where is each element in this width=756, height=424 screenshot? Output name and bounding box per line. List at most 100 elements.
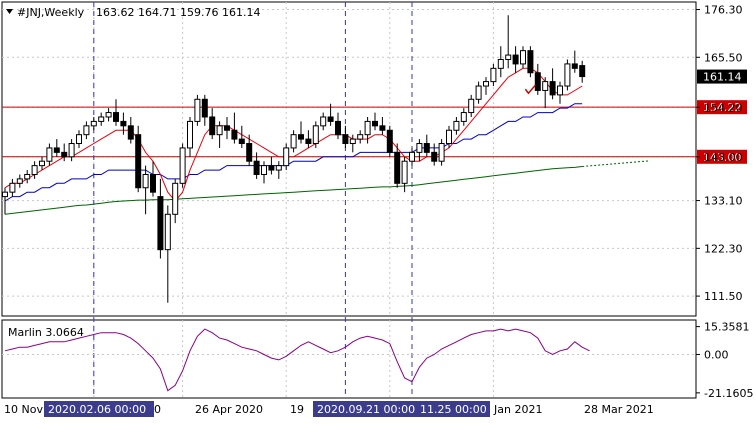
candle-body-bull — [194, 98, 201, 122]
candle-body-bull — [520, 50, 526, 65]
candle-body-bear — [342, 134, 349, 145]
candle-body-bull — [483, 81, 489, 87]
horizontal-levels: 154.22 143.00 161.14 — [2, 69, 747, 164]
candle-body-bull — [468, 98, 475, 114]
level-tag-label: 143.00 — [703, 151, 742, 164]
candle-body-bull — [409, 151, 415, 162]
candle-body-bull — [164, 213, 171, 251]
level-tag — [697, 149, 747, 164]
price-tick-label: 122.30 — [704, 242, 743, 255]
candle-body-bull — [490, 67, 497, 83]
candle-body-bear — [268, 165, 275, 171]
candle-body-bull — [76, 134, 82, 145]
time-marker-box — [416, 401, 490, 417]
candle-body-bull — [364, 120, 371, 136]
candle-body-bull — [460, 112, 467, 122]
candle-body-bull — [349, 138, 356, 145]
candle-body-bear — [120, 120, 127, 127]
candle-body-bull — [275, 165, 282, 171]
candle-body-bull — [542, 81, 549, 91]
ohlc-values: 163.62 164.71 159.76 161.14 — [96, 6, 260, 19]
candle-body-bull — [438, 143, 445, 162]
candle-body-bear — [534, 72, 541, 91]
candle-body-bull — [172, 182, 179, 215]
candle-body-bull — [216, 125, 223, 136]
price-tick-label: 154.20 — [704, 101, 743, 114]
candle-body-bear — [157, 196, 164, 251]
candle-body-bull — [83, 125, 90, 136]
price-tick-label: 143.00 — [704, 151, 743, 164]
candle-body-bull — [401, 160, 408, 184]
level-tag-label: 154.22 — [703, 101, 742, 114]
candle-body-bear — [53, 147, 60, 153]
oscillator-axis: 15.3581 0.00 -21.1605 — [696, 321, 753, 400]
candle-body-bear — [113, 112, 119, 122]
candle-body-bear — [305, 138, 312, 145]
check-mark-icon — [524, 84, 536, 95]
candle-body-bear — [386, 129, 393, 153]
candle-body-bear — [231, 129, 238, 140]
candle-body-bear — [394, 151, 401, 184]
ma-fast-line — [4, 67, 583, 202]
osc-tick-label: 0.00 — [704, 348, 729, 361]
candle-body-bull — [24, 173, 31, 180]
candle-body-bull — [557, 85, 563, 96]
candle-body-bear — [298, 134, 304, 140]
ma-slow-line — [4, 166, 583, 215]
time-marker-box — [44, 401, 154, 417]
collapse-triangle-icon[interactable] — [6, 9, 13, 14]
price-tick-label: 133.10 — [704, 195, 743, 208]
candle-body-bull — [142, 173, 149, 189]
candle-body-bull — [261, 165, 267, 175]
time-label: 28 Mar 2021 — [584, 403, 654, 416]
candle-body-bear — [549, 81, 556, 96]
vertical-markers — [93, 2, 413, 398]
candle-body-bull — [98, 116, 105, 122]
candle-body-bear — [127, 125, 134, 140]
candle-body-bear — [372, 120, 378, 127]
candle-body-bear — [571, 63, 578, 69]
time-label: Jan 2021 — [493, 403, 542, 416]
candle-body-bull — [39, 160, 45, 167]
ma-mid-line — [4, 103, 583, 202]
candle-body-bear — [209, 116, 216, 136]
candle-body-bear — [253, 160, 260, 175]
candle-body-bear — [135, 134, 142, 189]
candle-body-bull — [416, 143, 423, 153]
candle-body-bull — [564, 63, 571, 87]
time-marker-label: 2020.02.06 00:00 — [48, 403, 146, 416]
time-marker-box — [313, 401, 417, 417]
candle-body-bull — [453, 120, 460, 131]
oscillator — [2, 328, 696, 392]
time-label: 19 — [290, 403, 304, 416]
candle-body-bull — [2, 191, 8, 198]
oscillator-plot-frame — [1, 319, 697, 399]
candle-body-bear — [379, 125, 386, 131]
candle-body-bear — [201, 98, 208, 118]
candle-body-bull — [16, 178, 23, 184]
candle-body-bear — [431, 151, 438, 162]
candle-body-bull — [68, 143, 75, 158]
candle-body-bull — [9, 182, 16, 193]
grid — [2, 2, 696, 398]
candle-body-bear — [246, 143, 253, 162]
candle-body-bear — [61, 151, 68, 158]
candle-body-bull — [90, 120, 97, 127]
oscillator-line — [4, 328, 590, 392]
candle-body-bull — [505, 54, 512, 60]
candle-body-bull — [105, 112, 112, 118]
ma-slow-projection — [582, 160, 651, 168]
osc-tick-label: 15.3581 — [704, 321, 750, 334]
candle-body-bear — [512, 54, 519, 65]
time-axis: 10 Nov 26 Apr 2020 19 Jan 2021 28 Mar 2021 20… — [4, 401, 654, 417]
candle-body-bull — [283, 147, 290, 167]
candle-body-bull — [357, 134, 364, 140]
candle-body-bull — [497, 58, 504, 69]
candle-body-bear — [579, 65, 586, 78]
osc-tick-label: -21.1605 — [704, 387, 753, 400]
oscillator-title: Marlin 3.0664 — [8, 326, 84, 339]
candle-body-bear — [527, 50, 534, 74]
price-axis: 176.30 165.50 154.20 143.00 133.10 122.30 111.… — [696, 4, 743, 303]
price-tick-label: 176.30 — [704, 4, 743, 17]
